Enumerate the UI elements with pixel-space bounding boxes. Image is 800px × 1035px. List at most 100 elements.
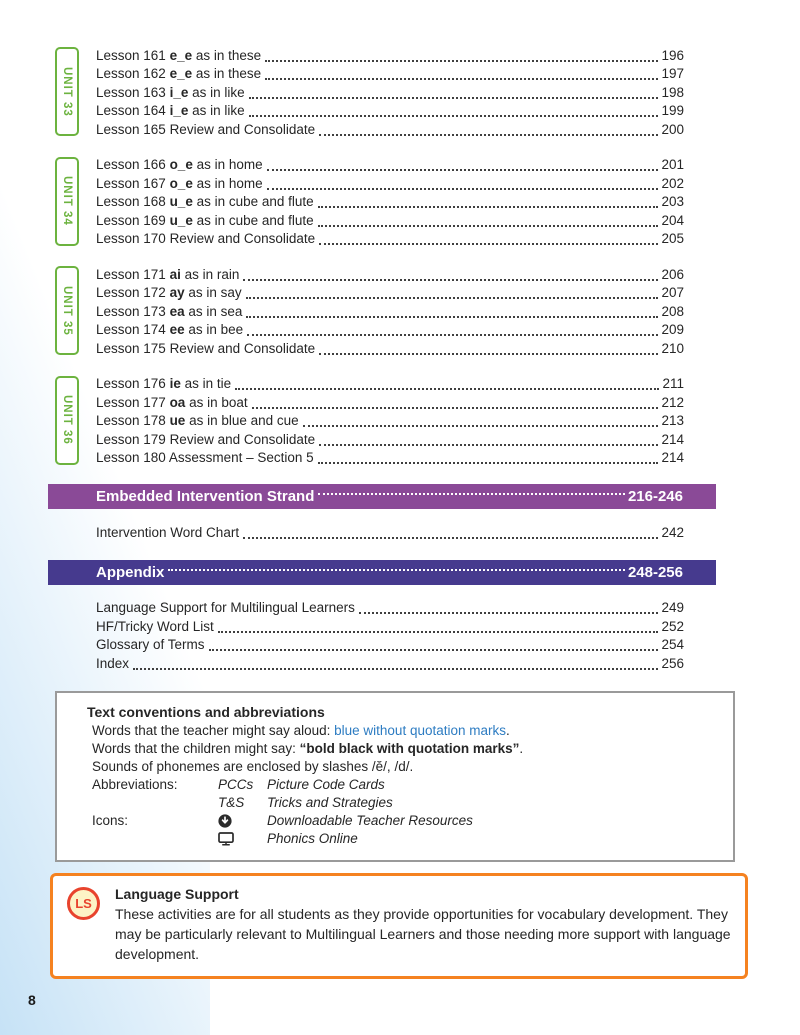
icon-row: Phonics Online	[92, 830, 723, 848]
abbreviation-row: Abbreviations: PCCs Picture Code Cards	[92, 776, 723, 794]
section-banner: Embedded Intervention Strand 216-246	[48, 484, 716, 509]
dotted-leader	[246, 315, 659, 318]
children-line-prefix: Words that the children might say:	[92, 740, 300, 756]
entry-label: HF/Tricky Word List	[96, 618, 214, 634]
dotted-leader	[319, 243, 659, 245]
toc-lesson-row: Lesson 176 ie as in tie 211	[96, 375, 684, 394]
entry-label: Lesson 175 Review and Consolidate	[96, 340, 316, 356]
entry-page: 196	[661, 47, 684, 63]
section-title: Appendix	[96, 563, 165, 581]
lesson-list: Lesson 171 ai as in rain 206 Lesson 172 ay…	[96, 265, 684, 358]
lesson-list: Lesson 176 ie as in tie 211 Lesson 177 oa …	[96, 375, 684, 468]
toc-lesson-row: Lesson 172 ay as in say 207	[96, 284, 684, 303]
unit-tab-label: UNIT 36	[61, 395, 73, 445]
unit-tab-label: UNIT 34	[61, 176, 73, 226]
dotted-leader	[265, 59, 659, 62]
toc-lesson-row: Lesson 174 ee as in bee 209	[96, 321, 684, 340]
entry-label: Lesson 166 o_e as in home	[96, 157, 263, 172]
teacher-line-blue-sample: blue without quotation marks	[334, 722, 506, 738]
entry-label: Lesson 178 ue as in blue and cue	[96, 413, 299, 428]
text-conventions-box: Text conventions and abbreviations Words…	[55, 690, 735, 862]
unit-tab-label: UNIT 35	[61, 285, 73, 336]
toc-sections: Embedded Intervention Strand 216-246 Inter…	[48, 484, 716, 673]
entry-label: Lesson 173 ea as in sea	[96, 303, 243, 319]
conventions-line-children: Words that the children might say: “bold…	[92, 740, 723, 758]
page-content: UNIT 33 Lesson 161 e_e as in these 196 Less…	[48, 46, 748, 979]
children-line-end: .	[519, 740, 524, 756]
entry-label: Lesson 176 ie as in tie	[96, 376, 232, 391]
ls-badge-icon: LS	[67, 886, 100, 920]
toc-lesson-row: Lesson 167 o_e as in home 202	[96, 174, 684, 193]
dotted-leader	[302, 425, 659, 427]
unit-block: UNIT 34 Lesson 166 o_e as in home 201 Lesso…	[48, 156, 716, 249]
section-title: Embedded Intervention Strand	[96, 488, 315, 505]
icons-label: Icons:	[92, 812, 129, 828]
toc-lesson-row: Lesson 178 ue as in blue and cue 213	[96, 412, 684, 431]
dotted-leader	[265, 78, 659, 80]
entry-page: 198	[661, 84, 684, 100]
dotted-leader	[243, 278, 659, 281]
entry-label: Lesson 171 ai as in rain	[96, 266, 240, 282]
entry-page: 242	[661, 524, 684, 540]
unit-block: UNIT 35 Lesson 171 ai as in rain 206 Lesson…	[48, 265, 716, 358]
entry-label: Lesson 163 i_e as in like	[96, 84, 245, 100]
dotted-leader	[247, 334, 659, 336]
toc-lesson-row: Lesson 168 u_e as in cube and flute 203	[96, 193, 684, 212]
entry-page: 213	[661, 413, 684, 428]
entry-label: Lesson 169 u_e as in cube and flute	[96, 212, 314, 228]
toc-lesson-row: Lesson 161 e_e as in these 196	[96, 46, 684, 65]
entry-label: Glossary of Terms	[96, 637, 205, 652]
entry-page: 211	[662, 376, 684, 391]
toc-lesson-row: Lesson 179 Review and Consolidate 214	[96, 430, 684, 449]
dotted-leader	[266, 169, 659, 171]
dotted-leader	[217, 630, 659, 633]
entry-page: 209	[661, 322, 684, 337]
entry-label: Lesson 161 e_e as in these	[96, 47, 262, 63]
toc-lesson-row: Lesson 171 ai as in rain 206	[96, 265, 684, 284]
toc-entry-row: Glossary of Terms 254	[96, 636, 684, 655]
icon-meaning: Downloadable Teacher Resources	[267, 812, 473, 828]
teacher-line-end: .	[506, 722, 510, 738]
dotted-leader	[251, 406, 659, 409]
entry-page: 201	[661, 157, 684, 172]
toc-lesson-row: Lesson 169 u_e as in cube and flute 204	[96, 211, 684, 230]
language-support-content: Language Support These activities are fo…	[115, 885, 731, 964]
entry-page: 252	[661, 618, 684, 634]
entry-page: 207	[661, 285, 684, 300]
entry-label: Index	[96, 655, 130, 671]
unit-tab: UNIT 35	[55, 266, 79, 355]
entry-label: Language Support for Multilingual Learne…	[96, 600, 355, 615]
entry-page: 204	[661, 212, 684, 228]
toc-units: UNIT 33 Lesson 161 e_e as in these 196 Less…	[48, 46, 716, 467]
entry-page: 212	[661, 394, 684, 410]
dotted-leader	[168, 568, 625, 571]
dotted-leader	[317, 206, 659, 208]
dotted-leader	[319, 443, 659, 446]
entry-label: Lesson 168 u_e as in cube and flute	[96, 194, 314, 209]
entry-label: Intervention Word Chart	[96, 524, 240, 540]
section-entries: Intervention Word Chart 242	[96, 523, 684, 542]
dotted-leader	[133, 667, 659, 670]
entry-page: 208	[661, 303, 684, 319]
unit-tab: UNIT 34	[55, 156, 79, 246]
toc-lesson-row: Lesson 164 i_e as in like 199	[96, 102, 684, 121]
entry-label: Lesson 165 Review and Consolidate	[96, 121, 316, 137]
entry-page: 214	[661, 450, 684, 465]
icon-meaning: Phonics Online	[267, 830, 358, 846]
language-support-box: LS Language Support These activities are…	[50, 872, 748, 979]
entry-page: 199	[661, 103, 684, 118]
section-banner: Appendix 248-256	[48, 559, 716, 585]
dotted-leader	[235, 388, 660, 390]
toc-entry-row: HF/Tricky Word List 252	[96, 617, 684, 636]
section-entries: Language Support for Multilingual Learne…	[96, 599, 684, 673]
dotted-leader	[266, 187, 659, 190]
entry-page: 254	[661, 637, 684, 652]
unit-tab-label: UNIT 33	[61, 66, 73, 117]
abbreviation-meaning: Picture Code Cards	[267, 776, 385, 792]
abbreviation-meaning: Tricks and Strategies	[267, 794, 393, 810]
entry-label: Lesson 164 i_e as in like	[96, 103, 245, 118]
abbreviation-term: PCCs	[218, 776, 254, 792]
entry-page: 256	[661, 655, 684, 671]
entry-label: Lesson 174 ee as in bee	[96, 322, 244, 337]
unit-tab: UNIT 36	[55, 375, 79, 465]
